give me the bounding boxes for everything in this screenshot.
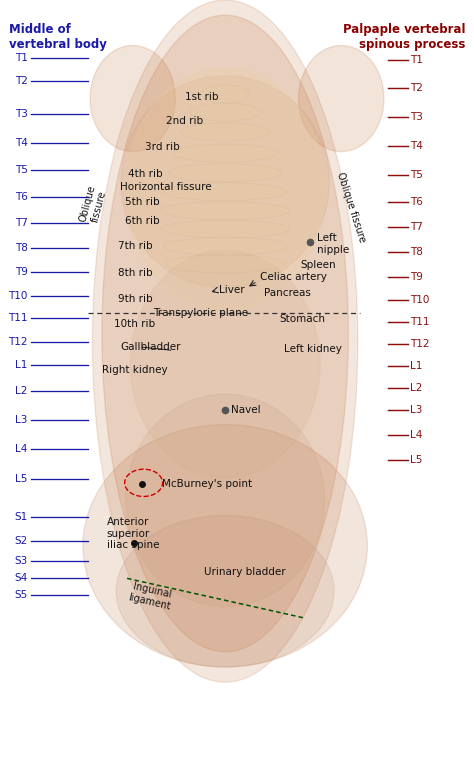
Text: 5th rib: 5th rib <box>125 197 159 208</box>
Text: Stomach: Stomach <box>280 314 326 324</box>
Ellipse shape <box>161 202 289 220</box>
Text: 4th rib: 4th rib <box>128 168 163 179</box>
Text: T5: T5 <box>15 164 27 175</box>
Text: T5: T5 <box>410 170 423 180</box>
Text: T12: T12 <box>8 337 27 347</box>
Text: Left
nipple: Left nipple <box>317 233 349 255</box>
Text: 8th rib: 8th rib <box>118 268 152 278</box>
Text: T11: T11 <box>410 317 430 327</box>
Text: T11: T11 <box>8 313 27 324</box>
Text: Oblique fissure: Oblique fissure <box>335 171 367 244</box>
Ellipse shape <box>299 45 384 152</box>
Ellipse shape <box>161 220 289 238</box>
Text: L5: L5 <box>15 474 27 484</box>
Text: S1: S1 <box>14 512 27 522</box>
Ellipse shape <box>164 183 287 201</box>
Text: T6: T6 <box>15 192 27 202</box>
Text: L3: L3 <box>15 415 27 425</box>
Text: 6th rib: 6th rib <box>125 216 159 227</box>
Ellipse shape <box>126 394 325 606</box>
Text: S4: S4 <box>14 573 27 584</box>
Text: T2: T2 <box>15 76 27 86</box>
Ellipse shape <box>83 424 367 667</box>
Text: T2: T2 <box>410 83 423 93</box>
Text: Palpaple vertebral
spinous process: Palpaple vertebral spinous process <box>343 23 465 51</box>
Text: T10: T10 <box>8 290 27 301</box>
Text: Pancreas: Pancreas <box>264 288 311 299</box>
Text: 7th rib: 7th rib <box>118 240 152 251</box>
Text: T6: T6 <box>410 197 423 208</box>
Text: Right kidney: Right kidney <box>102 365 167 375</box>
Text: Spleen: Spleen <box>300 260 336 271</box>
Ellipse shape <box>173 144 277 162</box>
Text: 2nd rib: 2nd rib <box>166 116 203 127</box>
Text: T7: T7 <box>410 222 423 233</box>
Ellipse shape <box>166 255 284 273</box>
Ellipse shape <box>201 85 249 103</box>
Text: Liver: Liver <box>219 285 245 296</box>
Text: L4: L4 <box>15 444 27 455</box>
Text: Left kidney: Left kidney <box>284 343 342 354</box>
Text: T3: T3 <box>410 112 423 123</box>
Text: L1: L1 <box>15 360 27 371</box>
Text: L2: L2 <box>15 386 27 396</box>
Text: Gallbladder: Gallbladder <box>120 342 181 352</box>
Text: Middle of
vertebral body: Middle of vertebral body <box>9 23 106 51</box>
Ellipse shape <box>126 68 325 311</box>
Text: 3rd rib: 3rd rib <box>145 142 179 152</box>
Text: Transpyloric plane: Transpyloric plane <box>153 308 248 318</box>
Text: L1: L1 <box>410 361 423 371</box>
Text: T1: T1 <box>15 52 27 63</box>
Text: T4: T4 <box>410 141 423 152</box>
Text: L5: L5 <box>410 455 423 465</box>
Ellipse shape <box>116 515 334 667</box>
Ellipse shape <box>90 45 175 152</box>
Text: T3: T3 <box>15 108 27 119</box>
Text: Anterior
superior
iliac spine: Anterior superior iliac spine <box>107 517 159 550</box>
Text: S3: S3 <box>14 556 27 566</box>
Text: L4: L4 <box>410 430 423 440</box>
Text: 10th rib: 10th rib <box>114 319 155 330</box>
Text: T7: T7 <box>15 218 27 228</box>
Text: T9: T9 <box>15 267 27 277</box>
Text: T8: T8 <box>410 247 423 258</box>
Text: S5: S5 <box>14 590 27 600</box>
Text: Urinary bladder: Urinary bladder <box>204 567 285 578</box>
Text: S2: S2 <box>14 536 27 547</box>
Text: T12: T12 <box>410 339 430 349</box>
Text: Celiac artery: Celiac artery <box>260 272 327 283</box>
Text: T9: T9 <box>410 271 423 282</box>
Ellipse shape <box>92 0 358 682</box>
Text: 1st rib: 1st rib <box>185 92 219 102</box>
Ellipse shape <box>190 103 261 121</box>
Text: L3: L3 <box>410 405 423 415</box>
Text: L2: L2 <box>410 383 423 393</box>
Text: Oblique
fissure: Oblique fissure <box>78 183 109 226</box>
Ellipse shape <box>121 76 329 288</box>
Text: Horizontal fissure: Horizontal fissure <box>120 182 211 193</box>
Text: McBurney's point: McBurney's point <box>162 478 252 489</box>
Text: 9th rib: 9th rib <box>118 293 152 304</box>
Ellipse shape <box>168 164 282 182</box>
Ellipse shape <box>130 250 320 478</box>
Text: T4: T4 <box>15 137 27 148</box>
Text: T8: T8 <box>15 243 27 253</box>
Ellipse shape <box>180 123 270 141</box>
Ellipse shape <box>102 15 348 652</box>
Text: Inguinal
ligament: Inguinal ligament <box>127 581 174 612</box>
Text: Navel: Navel <box>231 405 260 415</box>
Ellipse shape <box>164 237 287 255</box>
Text: T1: T1 <box>410 55 423 65</box>
Text: T10: T10 <box>410 295 430 305</box>
